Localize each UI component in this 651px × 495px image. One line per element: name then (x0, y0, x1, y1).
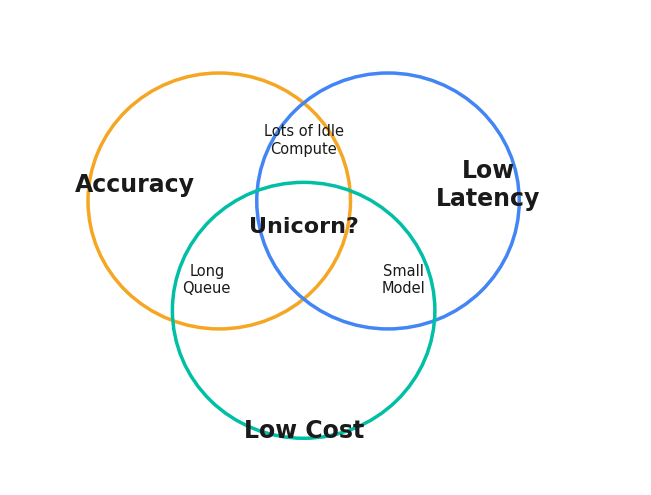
Text: Accuracy: Accuracy (75, 173, 195, 197)
Text: Low Cost: Low Cost (243, 419, 364, 444)
Text: Low
Latency: Low Latency (436, 159, 540, 210)
Text: Lots of Idle
Compute: Lots of Idle Compute (264, 124, 344, 157)
Text: Small
Model: Small Model (381, 264, 426, 297)
Text: Unicorn?: Unicorn? (249, 216, 359, 237)
Text: Long
Queue: Long Queue (182, 264, 231, 297)
